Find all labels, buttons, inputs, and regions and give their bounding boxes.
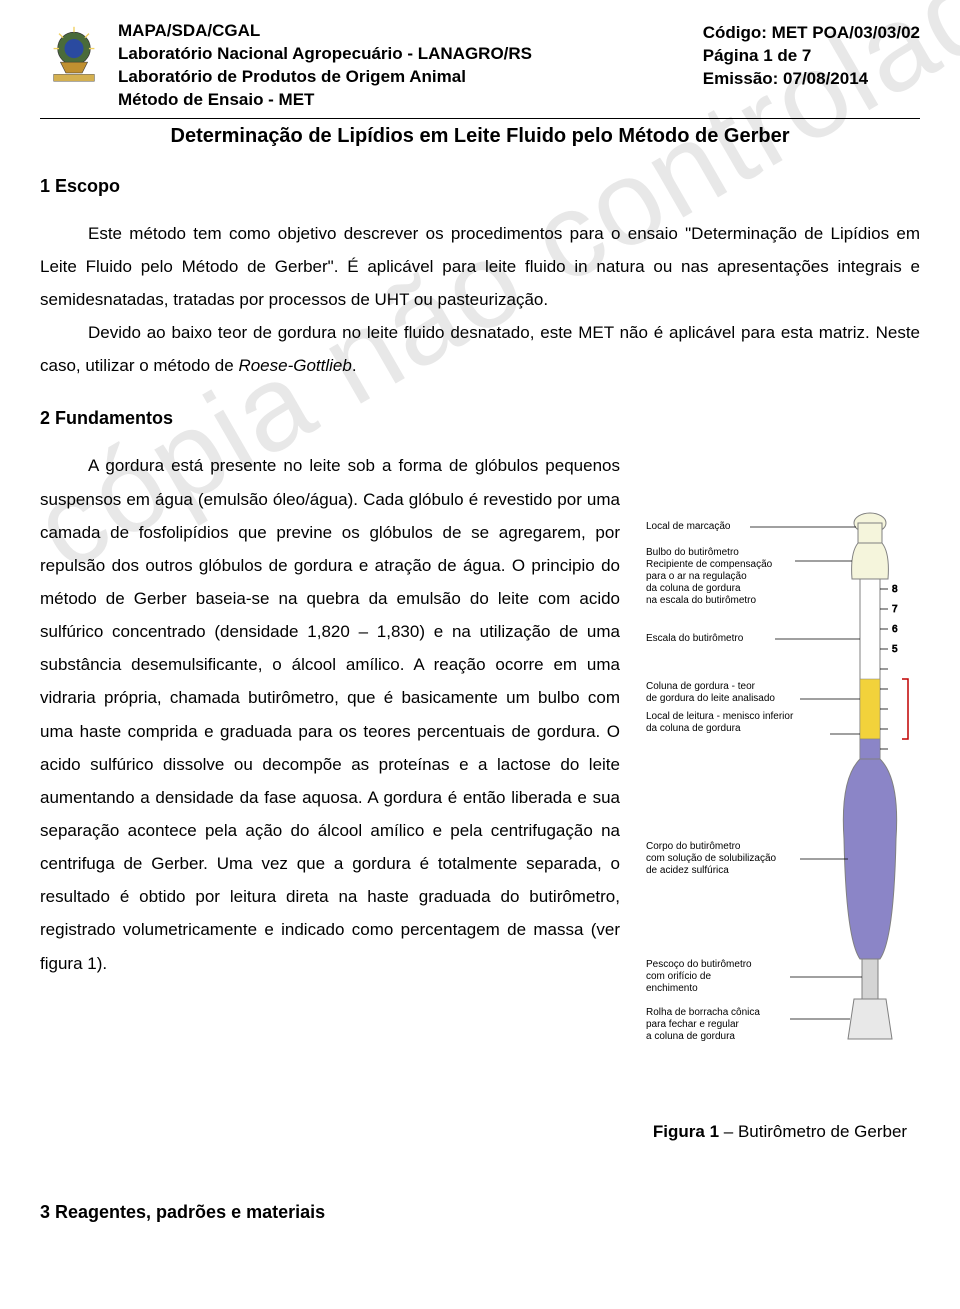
header-meta-block: Código: MET POA/03/03/02 Página 1 de 7 E…	[703, 20, 920, 91]
fig-label-marcacao: Local de marcação	[646, 521, 731, 532]
svg-text:Local de leitura - menisco inf: Local de leitura - menisco inferior	[646, 711, 794, 722]
header-org-line: Laboratório de Produtos de Origem Animal	[118, 66, 693, 89]
header-org-line: Laboratório Nacional Agropecuário - LANA…	[118, 43, 693, 66]
header-org-block: MAPA/SDA/CGAL Laboratório Nacional Agrop…	[118, 20, 693, 112]
svg-text:enchimento: enchimento	[646, 983, 698, 994]
svg-text:Pescoço do butirômetro: Pescoço do butirômetro	[646, 959, 752, 970]
svg-text:com orifício de: com orifício de	[646, 971, 711, 982]
svg-text:da coluna de gordura: da coluna de gordura	[646, 583, 741, 594]
figure-caption: Figura 1 – Butirômetro de Gerber	[640, 1122, 920, 1142]
svg-text:de acidez sulfúrica: de acidez sulfúrica	[646, 865, 729, 876]
svg-text:a coluna de gordura: a coluna de gordura	[646, 1031, 735, 1042]
svg-text:Rolha de borracha cônica: Rolha de borracha cônica	[646, 1007, 760, 1018]
fundamentos-p1: A gordura está presente no leite sob a f…	[40, 449, 620, 979]
section-heading-escopo: 1 Escopo	[40, 176, 920, 197]
section-heading-reagentes: 3 Reagentes, padrões e materiais	[40, 1202, 920, 1223]
svg-text:Bulbo do butirômetro: Bulbo do butirômetro	[646, 547, 739, 558]
escopo-p2: Devido ao baixo teor de gordura no leite…	[40, 316, 920, 382]
svg-text:de gordura do leite analisado: de gordura do leite analisado	[646, 693, 775, 704]
svg-text:com solução de solubilização: com solução de solubilização	[646, 853, 777, 864]
svg-text:Recipiente de compensação: Recipiente de compensação	[646, 559, 773, 570]
header-org-line: Método de Ensaio - MET	[118, 89, 693, 112]
section-heading-fundamentos: 2 Fundamentos	[40, 408, 920, 429]
svg-text:Escala do butirômetro: Escala do butirômetro	[646, 633, 744, 644]
header-org-line: MAPA/SDA/CGAL	[118, 20, 693, 43]
brazil-coat-of-arms-icon	[40, 20, 108, 88]
fundamentos-body: A gordura está presente no leite sob a f…	[40, 449, 620, 979]
doc-page: Página 1 de 7	[703, 45, 920, 68]
escopo-p1: Este método tem como objetivo descrever …	[40, 217, 920, 316]
doc-emission: Emissão: 07/08/2014	[703, 68, 920, 91]
document-title: Determinação de Lipídios em Leite Fluido…	[40, 125, 920, 148]
svg-text:5: 5	[892, 644, 898, 655]
svg-text:7: 7	[892, 604, 898, 615]
svg-text:Corpo do butirômetro: Corpo do butirômetro	[646, 841, 741, 852]
svg-text:6: 6	[892, 624, 898, 635]
escopo-body: Este método tem como objetivo descrever …	[40, 217, 920, 383]
svg-text:para fechar e regular: para fechar e regular	[646, 1019, 740, 1030]
svg-text:da coluna de gordura: da coluna de gordura	[646, 723, 741, 734]
doc-code: Código: MET POA/03/03/02	[703, 22, 920, 45]
document-header: MAPA/SDA/CGAL Laboratório Nacional Agrop…	[40, 20, 920, 119]
svg-text:para o ar na regulação: para o ar na regulação	[646, 571, 747, 582]
svg-text:Coluna de gordura - teor: Coluna de gordura - teor	[646, 681, 756, 692]
figure-1: 8 7 6 5	[640, 449, 920, 1142]
svg-text:na escala do butirômetro: na escala do butirômetro	[646, 595, 757, 606]
svg-text:8: 8	[892, 584, 898, 595]
